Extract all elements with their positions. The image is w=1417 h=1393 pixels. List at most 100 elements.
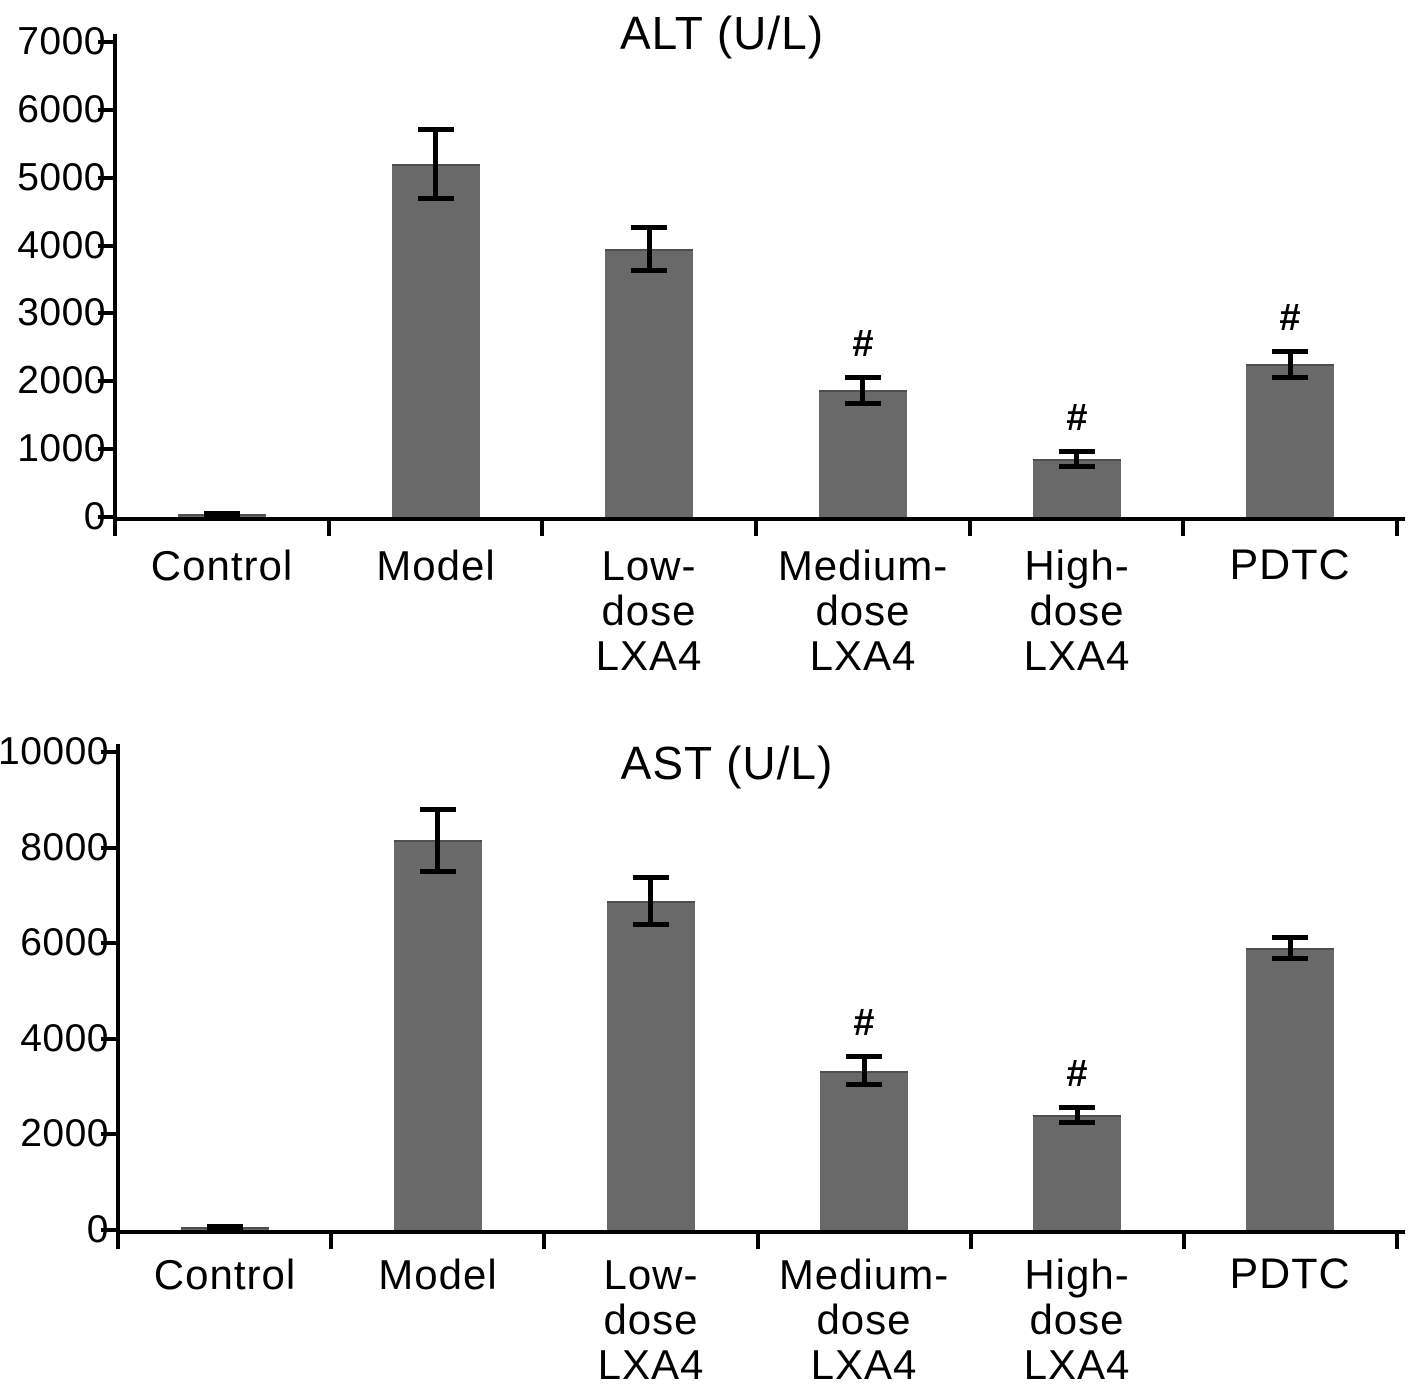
error-bar-cap-top — [845, 375, 881, 380]
x-tick — [968, 521, 972, 536]
y-tick-label: 0 — [83, 495, 106, 538]
error-bar-cap-bottom — [633, 922, 669, 927]
y-tick — [101, 846, 116, 850]
error-bar-line — [648, 877, 653, 925]
error-bar-cap-bottom — [418, 196, 454, 201]
x-category-label-line: LXA4 — [597, 1341, 705, 1388]
y-tick — [101, 750, 116, 754]
x-category-label-high-dose-lxa4: High-dose LXA4 — [957, 543, 1197, 678]
y-tick-label: 5000 — [17, 156, 106, 199]
x-axis — [116, 1230, 1405, 1234]
bar-medium-dose-lxa4 — [820, 1071, 908, 1230]
bar-model — [392, 164, 480, 517]
y-tick — [101, 941, 116, 945]
error-bar-line — [647, 227, 652, 272]
x-category-label-low-dose-lxa4: Low-dose LXA4 — [531, 1252, 771, 1387]
y-tick — [98, 311, 113, 315]
bar-pdtc — [1246, 948, 1334, 1230]
y-tick — [101, 1037, 116, 1041]
x-tick — [542, 1234, 546, 1249]
x-category-label-line: Control — [153, 1251, 297, 1298]
x-category-label-control: Control — [105, 1252, 345, 1297]
error-bar-cap-bottom — [1272, 956, 1308, 961]
error-bar-cap-top — [1272, 349, 1308, 354]
x-category-label-pdtc: PDTC — [1170, 543, 1410, 588]
y-tick — [101, 1228, 116, 1232]
x-tick — [969, 1234, 973, 1249]
x-tick — [540, 521, 544, 536]
significance-marker: # — [852, 323, 874, 365]
y-tick-label: 2000 — [20, 1112, 109, 1155]
x-category-label-line: Medium- — [778, 1251, 950, 1298]
x-tick — [1395, 1234, 1399, 1249]
y-tick — [98, 40, 113, 44]
y-axis — [113, 34, 117, 523]
error-bar-cap-bottom — [846, 1082, 882, 1087]
error-bar-line — [862, 1056, 867, 1085]
x-category-label-line: LXA4 — [810, 1341, 918, 1388]
x-tick — [113, 521, 117, 536]
y-tick-label: 8000 — [20, 826, 109, 869]
error-bar-cap-top — [420, 807, 456, 812]
x-tick — [756, 1234, 760, 1249]
error-bar-cap-top — [418, 127, 454, 132]
y-tick-label: 4000 — [17, 224, 106, 267]
y-tick-label: 6000 — [17, 88, 106, 131]
x-tick — [329, 1234, 333, 1249]
error-bar-cap-bottom — [420, 869, 456, 874]
x-category-label-control: Control — [102, 543, 342, 588]
x-category-label-model: Model — [318, 1252, 558, 1297]
y-tick-label: 10000 — [0, 730, 109, 773]
x-category-label-line: LXA4 — [1023, 632, 1131, 679]
alt-chart-title: ALT (U/L) — [619, 7, 825, 59]
error-bar-cap-top — [1059, 1105, 1095, 1110]
y-tick — [101, 1132, 116, 1136]
x-category-label-line: Low- — [601, 542, 697, 589]
x-category-label-line: Model — [378, 1251, 498, 1298]
error-bar-cap-top — [631, 225, 667, 230]
significance-marker: # — [1279, 297, 1301, 339]
x-category-label-model: Model — [316, 543, 556, 588]
error-bar-line — [435, 809, 440, 871]
y-tick — [98, 244, 113, 248]
error-bar-line — [1288, 937, 1293, 959]
y-tick — [98, 176, 113, 180]
x-category-label-line: LXA4 — [809, 632, 917, 679]
y-tick-label: 0 — [86, 1208, 109, 1251]
x-category-label-line: dose — [601, 587, 697, 634]
x-category-label-line: Low- — [603, 1251, 699, 1298]
x-category-label-medium-dose-lxa4: Medium-dose LXA4 — [743, 543, 983, 678]
y-tick-label: 2000 — [17, 359, 106, 402]
y-tick-label: 7000 — [17, 20, 106, 63]
x-category-label-line: Model — [376, 542, 496, 589]
x-tick — [1181, 521, 1185, 536]
y-tick — [98, 108, 113, 112]
error-bar-cap-top — [1059, 449, 1095, 454]
x-category-label-line: Control — [150, 542, 294, 589]
significance-marker: # — [1066, 397, 1088, 439]
error-bar-cap-bottom — [631, 268, 667, 273]
x-tick — [116, 1234, 120, 1249]
bar-low-dose-lxa4 — [607, 901, 695, 1230]
x-category-label-line: PDTC — [1229, 541, 1351, 589]
error-bar-cap-bottom — [1272, 375, 1308, 380]
y-tick-label: 4000 — [20, 1017, 109, 1060]
x-axis — [113, 517, 1405, 521]
error-bar-line — [1075, 1107, 1080, 1123]
x-category-label-line: PDTC — [1229, 1250, 1351, 1298]
error-bar-cap-bottom — [204, 513, 240, 518]
y-tick — [98, 447, 113, 451]
error-bar-line — [433, 129, 438, 200]
x-category-label-line: dose — [1029, 1296, 1125, 1343]
bar-model — [394, 840, 482, 1230]
x-category-label-line: High- — [1024, 542, 1130, 589]
significance-marker: # — [853, 1002, 875, 1044]
x-category-label-low-dose-lxa4: Low-dose LXA4 — [529, 543, 769, 678]
x-category-label-line: dose — [816, 1296, 912, 1343]
x-category-label-line: dose — [603, 1296, 699, 1343]
x-tick — [327, 521, 331, 536]
x-tick — [1182, 1234, 1186, 1249]
